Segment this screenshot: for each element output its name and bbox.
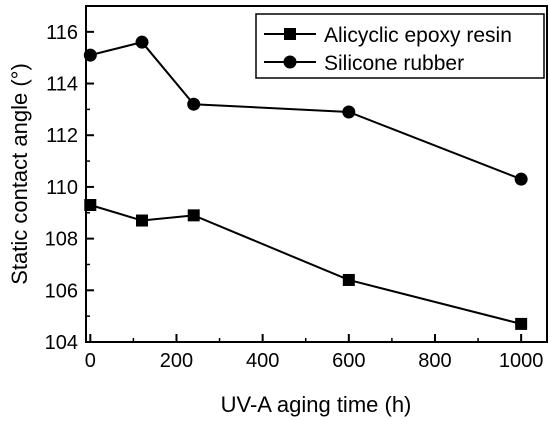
legend-box [255, 13, 545, 79]
data-point-square [515, 317, 528, 330]
data-point-square [136, 214, 149, 227]
x-tick-label: 200 [160, 350, 193, 372]
series-line-1 [90, 204, 522, 325]
legend-label-epoxy: Alicyclic epoxy resin [324, 24, 512, 47]
data-point-circle [514, 172, 528, 186]
plot-frame [85, 5, 548, 343]
data-point-square [342, 273, 355, 286]
x-tick-label: 1000 [499, 350, 544, 372]
data-point-square [84, 199, 97, 212]
legend-marker-circle [283, 55, 297, 69]
data-point-circle [135, 35, 149, 49]
data-point-circle [83, 48, 97, 62]
y-tick-label: 114 [46, 74, 78, 96]
series-markers [83, 35, 528, 330]
axis-tick-labels: 0 200 400 600 800 1000 104 106 108 110 112 114 116 [45, 22, 544, 372]
series-lines [90, 41, 522, 325]
x-tick-label: 800 [418, 350, 451, 372]
y-tick-label: 104 [45, 332, 78, 354]
legend-marker-square [284, 28, 296, 40]
y-tick-label: 112 [46, 125, 78, 147]
y-tick-label: 108 [45, 229, 78, 251]
data-point-circle [187, 97, 201, 111]
data-point-square [187, 209, 200, 222]
x-tick-label: 400 [246, 350, 279, 372]
x-tick-label: 600 [332, 350, 365, 372]
y-axis-label: Static contact angle (°) [7, 63, 32, 285]
data-point-circle [342, 105, 356, 119]
legend: Alicyclic epoxy resin Silicone rubber [255, 13, 545, 79]
x-tick-label: 0 [85, 350, 96, 372]
legend-label-silicone: Silicone rubber [324, 52, 464, 75]
x-axis-label: UV-A aging time (h) [221, 392, 412, 417]
y-tick-label: 110 [46, 177, 78, 199]
y-tick-label: 106 [45, 280, 78, 302]
y-tick-label: 116 [46, 22, 78, 44]
